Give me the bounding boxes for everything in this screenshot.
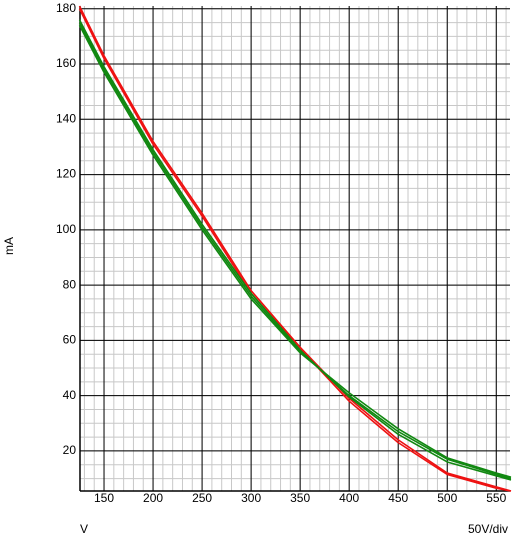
curve [78, 19, 512, 481]
y-tick-label: 100 [56, 222, 76, 236]
y-tick-label: 140 [56, 111, 76, 125]
x-tick-label: 400 [339, 491, 359, 505]
scale-label: 50V/div [468, 522, 508, 536]
y-tick-label: 60 [63, 333, 77, 347]
y-tick-label: 160 [56, 56, 76, 70]
x-tick-label: 200 [143, 491, 163, 505]
x-tick-label: 450 [388, 491, 408, 505]
y-tick-label: 80 [63, 277, 77, 291]
y-tick-label: 180 [56, 1, 76, 15]
x-tick-label: 300 [241, 491, 261, 505]
curve [78, 22, 512, 480]
y-tick-label: 120 [56, 167, 76, 181]
y-tick-label: 20 [63, 443, 77, 457]
y-axis-label: mA [2, 237, 16, 255]
x-axis-label: V [80, 522, 88, 536]
x-tick-label: 350 [290, 491, 310, 505]
curve [78, 8, 512, 492]
curve [78, 5, 512, 492]
x-tick-label: 250 [192, 491, 212, 505]
x-tick-label: 150 [94, 491, 114, 505]
curve [78, 24, 512, 478]
x-tick-label: 550 [486, 491, 506, 505]
x-tick-label: 500 [437, 491, 457, 505]
y-tick-label: 40 [63, 388, 77, 402]
